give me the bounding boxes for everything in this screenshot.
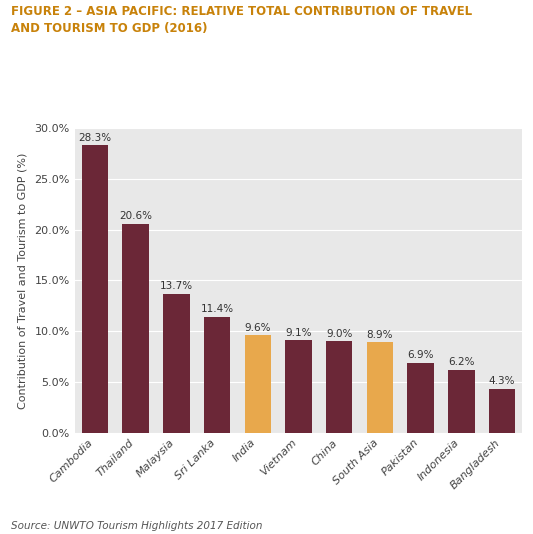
Text: 9.0%: 9.0% bbox=[326, 329, 352, 339]
Bar bbox=[407, 363, 434, 433]
Text: 8.9%: 8.9% bbox=[367, 329, 393, 340]
Bar bbox=[285, 340, 312, 433]
Text: 6.2%: 6.2% bbox=[448, 357, 474, 367]
Bar bbox=[123, 224, 149, 433]
Bar bbox=[489, 389, 515, 433]
Bar bbox=[163, 294, 190, 433]
Text: Source: UNWTO Tourism Highlights 2017 Edition: Source: UNWTO Tourism Highlights 2017 Ed… bbox=[11, 521, 262, 531]
Bar bbox=[367, 342, 393, 433]
Bar bbox=[204, 317, 230, 433]
Bar bbox=[82, 145, 108, 433]
Text: 9.6%: 9.6% bbox=[245, 323, 271, 333]
Text: 28.3%: 28.3% bbox=[78, 133, 111, 143]
Text: 20.6%: 20.6% bbox=[119, 211, 152, 221]
Bar bbox=[448, 370, 474, 433]
Text: 4.3%: 4.3% bbox=[489, 376, 515, 387]
Text: 6.9%: 6.9% bbox=[407, 350, 434, 360]
Text: 9.1%: 9.1% bbox=[285, 328, 312, 337]
Text: FIGURE 2 – ASIA PACIFIC: RELATIVE TOTAL CONTRIBUTION OF TRAVEL
AND TOURISM TO GD: FIGURE 2 – ASIA PACIFIC: RELATIVE TOTAL … bbox=[11, 5, 472, 35]
Text: 11.4%: 11.4% bbox=[200, 304, 233, 315]
Bar bbox=[245, 335, 271, 433]
Y-axis label: Contribution of Travel and Tourism to GDP (%): Contribution of Travel and Tourism to GD… bbox=[18, 152, 27, 409]
Bar bbox=[326, 341, 352, 433]
Text: 13.7%: 13.7% bbox=[160, 281, 193, 291]
